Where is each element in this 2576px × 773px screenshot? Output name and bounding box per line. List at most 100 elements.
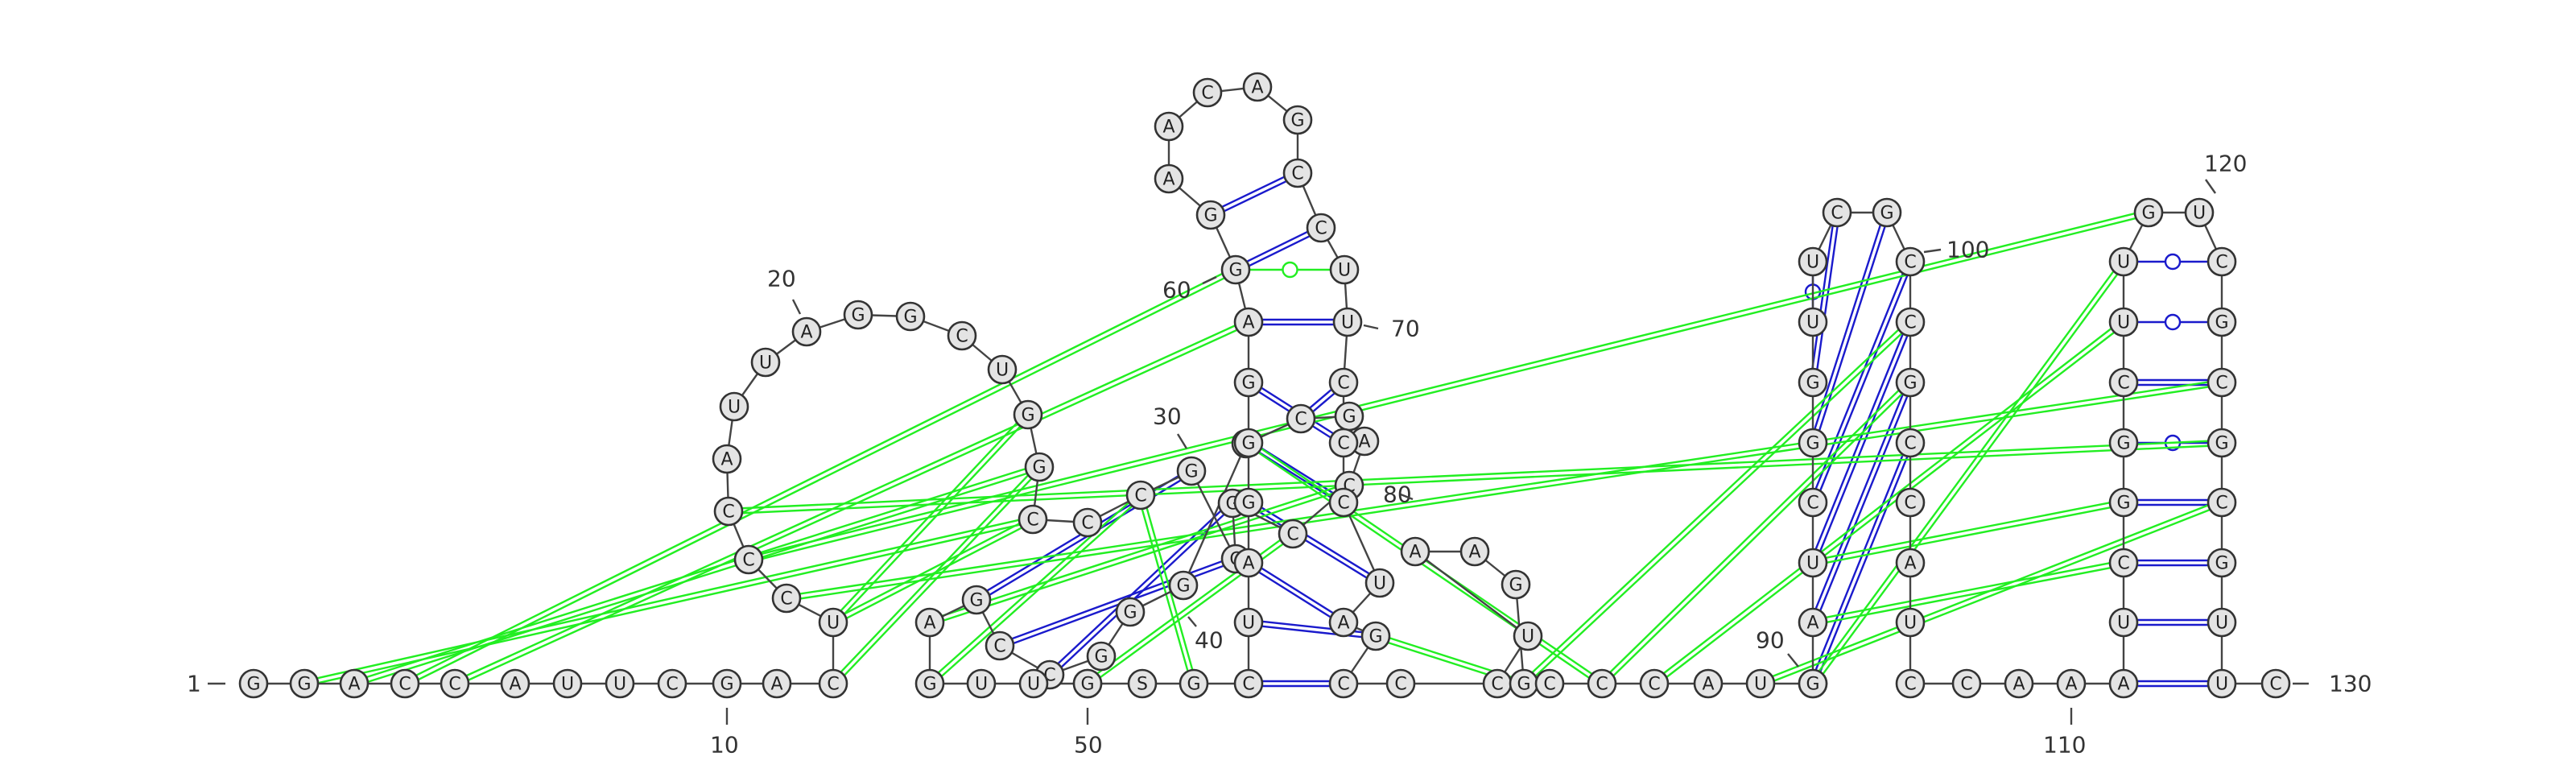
nucleotide-110: A: [2004, 668, 2034, 699]
nucleotide-circle: [2207, 548, 2237, 578]
nucleotide-circle: [1328, 487, 1359, 518]
nucleotide-circle: [1328, 668, 1359, 699]
base-pair-92-103: [1810, 381, 1913, 624]
nucleotide-circle: [1798, 668, 1828, 699]
nucleotide-circle: [947, 320, 977, 351]
base-pair-119-122-marker: [2164, 253, 2182, 271]
nucleotide-64: C: [1192, 77, 1223, 108]
number-label-130: 130: [2329, 671, 2372, 697]
nucleotide-circle: [1400, 536, 1430, 567]
number-label-20: 20: [767, 266, 796, 292]
nucleotide-39: G: [1168, 570, 1199, 601]
nucleotide-9: C: [657, 668, 687, 699]
base-pair-91-104: [1810, 441, 1913, 685]
nucleotide-circle: [1233, 548, 1264, 578]
nucleotide-letter: A: [2013, 675, 2025, 695]
number-tick-7: [1202, 275, 1217, 285]
nucleotide-circle: [713, 496, 744, 527]
base-pair-55-75-strand-a: [1246, 564, 1344, 626]
nucleotide-letter: U: [827, 614, 840, 634]
pseudoknot-pair-5-59-strand-a: [455, 323, 1250, 687]
nucleotide-letter: G: [1123, 603, 1137, 623]
nucleotide-letter: C: [1134, 486, 1146, 506]
base-pair-60-68: [1234, 225, 1323, 273]
nucleotide-circle: [2108, 367, 2139, 398]
nucleotide-72: C: [1328, 428, 1359, 458]
nucleotide-78: C: [1385, 668, 1416, 699]
base-pair-93-102-strand-b: [1810, 320, 1909, 563]
number-label-60: 60: [1162, 277, 1191, 304]
nucleotide-letter: G: [1203, 206, 1217, 226]
nucleotide-letter: G: [1290, 111, 1304, 131]
nucleotide-letter: C: [1394, 675, 1406, 695]
pseudoknot-pair-15-120-strand-b: [747, 209, 2149, 559]
nucleotide-letter: G: [1903, 374, 1917, 394]
nucleotide-letter: C: [2215, 494, 2227, 514]
pseudoknot-pair-5-59: [453, 319, 1250, 687]
nucleotide-letter: C: [1337, 494, 1349, 514]
nucleotide-5: C: [440, 668, 470, 699]
nucleotide-letter: G: [1806, 434, 1819, 454]
nucleotide-7: U: [552, 668, 583, 699]
nucleotide-circle: [2108, 607, 2139, 638]
nucleotide-letter: C: [993, 637, 1005, 657]
nucleotide-circle: [1282, 158, 1313, 188]
nucleotide-circle: [2108, 428, 2139, 458]
pseudoknot-pair-91-119-strand-b: [1810, 259, 2123, 683]
nucleotide-circle: [238, 668, 269, 699]
nucleotide-87: C: [1639, 668, 1670, 699]
nucleotide-70: U: [1332, 307, 1363, 337]
nucleotide-80: U: [1513, 621, 1543, 651]
nucleotide-4: C: [390, 668, 420, 699]
nucleotide-letter: U: [1027, 675, 1040, 695]
nucleotide-107: U: [1895, 607, 1926, 638]
pseudoknot-pair-87-118: [1652, 319, 2126, 687]
nucleotide-letter: C: [956, 327, 968, 347]
base-pair-60-68-strand-b: [1234, 225, 1321, 269]
nucleotide-101: C: [1895, 246, 1926, 277]
base-pair-119-122: [2124, 253, 2222, 271]
pseudoknot-pair-91-119-strand-a: [1814, 262, 2127, 686]
nucleotide-letter: C: [1904, 253, 1916, 273]
nucleotide-circle: [818, 668, 848, 699]
nucleotide-letter: G: [2141, 204, 2155, 224]
number-tick-4: [1176, 433, 1188, 449]
nucleotide-circle: [1024, 452, 1055, 482]
nucleotide-11: A: [762, 668, 792, 699]
number-label-90: 90: [1756, 627, 1785, 654]
pseudoknot-pair-16-125-strand-b: [728, 439, 2222, 511]
nucleotide-letter: U: [1806, 554, 1819, 574]
nucleotide-123: G: [2207, 307, 2237, 337]
nucleotide-circle: [1822, 197, 1852, 228]
nucleotide-letter: C: [1337, 675, 1349, 695]
nucleotide-19: U: [750, 347, 781, 378]
nucleotide-circle: [762, 668, 792, 699]
nucleotide-88: A: [1693, 668, 1724, 699]
nucleotide-circle: [1951, 668, 1982, 699]
nucleotide-letter: C: [1026, 511, 1038, 531]
base-pair-93-102: [1810, 320, 1913, 564]
nucleotide-circle: [818, 607, 848, 638]
nucleotide-letter: G: [1342, 407, 1356, 428]
nucleotide-circle: [1798, 307, 1828, 337]
nucleotide-letter: C: [1904, 434, 1916, 454]
nucleotide-15: C: [733, 544, 764, 575]
nucleotide-letter: G: [969, 591, 983, 611]
nucleotide-20: A: [791, 316, 822, 347]
nucleotide-61: G: [1195, 200, 1226, 230]
nucleotide-77: C: [1328, 668, 1359, 699]
base-pair-118-123-marker: [2164, 313, 2182, 331]
nucleotide-letter: U: [561, 675, 574, 695]
pseudoknot-pair-13-25: [830, 412, 1031, 625]
nucleotide-59: A: [1233, 307, 1264, 337]
nucleotide-127: G: [2207, 548, 2237, 578]
nucleotide-circle: [1587, 668, 1617, 699]
pseudoknot-pair-4-60: [403, 267, 1237, 687]
pseudoknot-pair-93-115-strand-a: [1813, 503, 2124, 567]
nucleotide-79: C: [1482, 668, 1513, 699]
pseudoknot-pair-5-59-strand-b: [453, 319, 1249, 683]
nucleotide-circle: [1233, 487, 1264, 518]
base-pair-32-42-strand-a: [1047, 500, 1232, 674]
pseudoknot-pair-92-114: [1812, 559, 2124, 626]
